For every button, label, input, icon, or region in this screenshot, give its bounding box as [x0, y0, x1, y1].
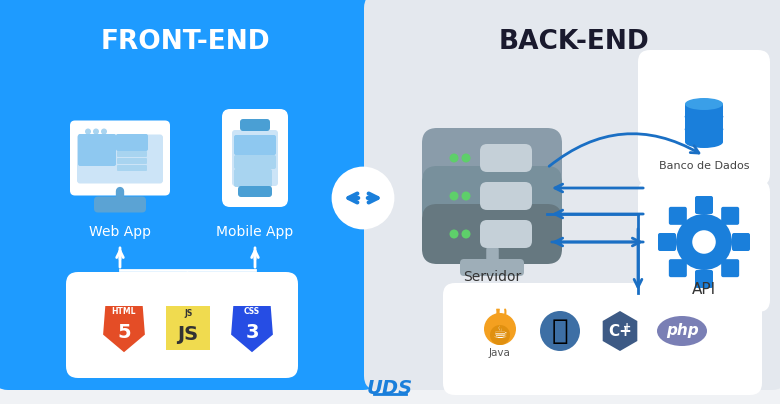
Polygon shape: [231, 306, 273, 352]
FancyBboxPatch shape: [70, 120, 170, 196]
Text: ☕: ☕: [492, 324, 508, 342]
Ellipse shape: [685, 112, 723, 121]
Ellipse shape: [657, 316, 707, 346]
FancyBboxPatch shape: [222, 109, 288, 207]
FancyBboxPatch shape: [722, 207, 739, 225]
Text: FRONT-END: FRONT-END: [100, 29, 270, 55]
Circle shape: [101, 128, 107, 135]
FancyBboxPatch shape: [234, 135, 276, 155]
Text: JS: JS: [184, 309, 192, 318]
FancyBboxPatch shape: [638, 180, 770, 312]
Text: Java: Java: [489, 348, 511, 358]
Ellipse shape: [685, 98, 723, 110]
Circle shape: [484, 313, 516, 345]
FancyBboxPatch shape: [658, 233, 676, 251]
FancyBboxPatch shape: [117, 165, 147, 171]
FancyBboxPatch shape: [480, 144, 532, 172]
Circle shape: [333, 168, 393, 228]
FancyBboxPatch shape: [238, 186, 272, 197]
Text: CSS: CSS: [244, 307, 260, 316]
Circle shape: [85, 128, 91, 135]
FancyBboxPatch shape: [117, 151, 147, 157]
FancyBboxPatch shape: [240, 119, 270, 131]
Circle shape: [449, 154, 459, 162]
FancyBboxPatch shape: [234, 155, 276, 169]
Circle shape: [490, 325, 510, 345]
Text: Banco de Dados: Banco de Dados: [659, 161, 750, 171]
Polygon shape: [603, 311, 637, 351]
FancyBboxPatch shape: [364, 0, 780, 390]
FancyBboxPatch shape: [668, 207, 687, 225]
Text: Servidor: Servidor: [463, 270, 521, 284]
FancyBboxPatch shape: [732, 233, 750, 251]
Text: 🐍: 🐍: [551, 317, 569, 345]
FancyBboxPatch shape: [117, 158, 147, 164]
Circle shape: [449, 191, 459, 200]
Text: JS: JS: [177, 324, 199, 343]
FancyBboxPatch shape: [460, 259, 524, 276]
FancyBboxPatch shape: [480, 182, 532, 210]
FancyBboxPatch shape: [638, 50, 770, 186]
Text: +: +: [623, 322, 631, 332]
Text: Web App: Web App: [89, 225, 151, 239]
Text: php: php: [665, 324, 698, 339]
Circle shape: [449, 229, 459, 238]
Circle shape: [462, 229, 470, 238]
Ellipse shape: [685, 136, 723, 148]
FancyBboxPatch shape: [234, 169, 254, 187]
FancyBboxPatch shape: [695, 270, 713, 288]
FancyBboxPatch shape: [443, 283, 762, 395]
Bar: [685, 104, 723, 142]
FancyBboxPatch shape: [232, 130, 278, 186]
FancyBboxPatch shape: [480, 220, 532, 248]
Circle shape: [676, 214, 732, 270]
Polygon shape: [103, 306, 145, 352]
FancyBboxPatch shape: [0, 0, 377, 390]
FancyBboxPatch shape: [722, 259, 739, 277]
Ellipse shape: [685, 125, 723, 134]
FancyBboxPatch shape: [77, 135, 163, 183]
Text: HTML: HTML: [112, 307, 136, 316]
Text: BACK-END: BACK-END: [498, 29, 650, 55]
Bar: [166, 306, 210, 350]
FancyBboxPatch shape: [66, 272, 298, 378]
FancyBboxPatch shape: [422, 128, 562, 188]
FancyBboxPatch shape: [695, 196, 713, 214]
Circle shape: [692, 230, 716, 254]
Circle shape: [540, 311, 580, 351]
FancyBboxPatch shape: [94, 196, 146, 213]
Text: 3: 3: [245, 322, 259, 341]
Text: C+: C+: [608, 324, 632, 339]
FancyBboxPatch shape: [422, 204, 562, 264]
Text: Mobile App: Mobile App: [216, 225, 293, 239]
FancyBboxPatch shape: [78, 134, 116, 166]
Text: UDS: UDS: [367, 379, 413, 398]
Circle shape: [93, 128, 99, 135]
Text: 5: 5: [117, 322, 131, 341]
Circle shape: [462, 154, 470, 162]
Circle shape: [462, 191, 470, 200]
Text: API: API: [692, 282, 716, 297]
FancyBboxPatch shape: [252, 169, 272, 187]
FancyBboxPatch shape: [422, 166, 562, 226]
FancyBboxPatch shape: [116, 134, 148, 151]
FancyBboxPatch shape: [668, 259, 687, 277]
